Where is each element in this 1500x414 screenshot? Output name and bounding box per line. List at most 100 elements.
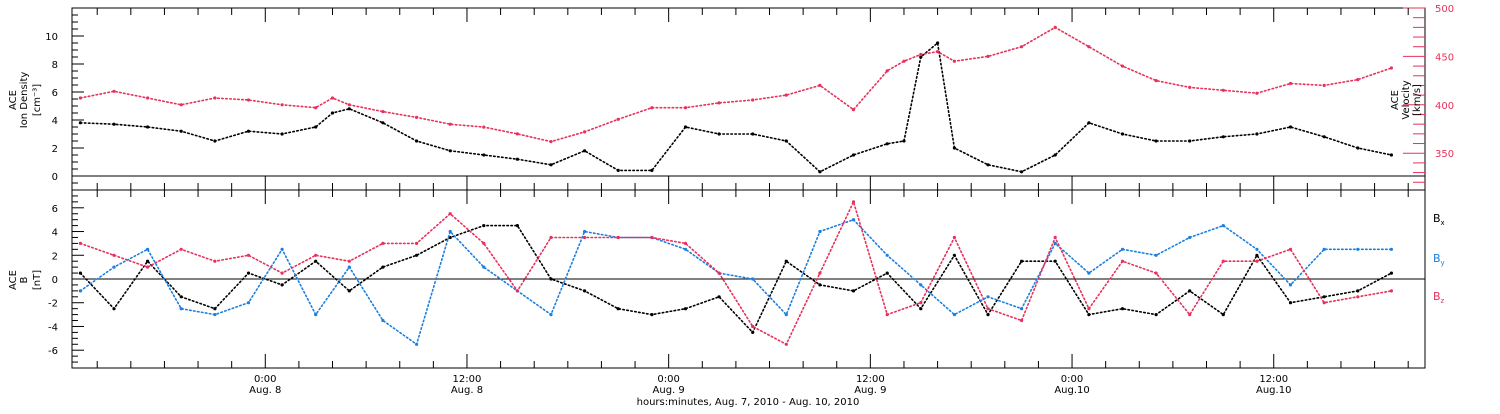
x-tick-label-date: Aug.10 xyxy=(1256,385,1291,396)
bx-point xyxy=(179,295,183,299)
bz-point xyxy=(314,253,318,257)
y-tick-label: 2 xyxy=(52,251,58,262)
density-point xyxy=(1356,146,1360,150)
bx-point xyxy=(146,259,150,263)
bottom-left-ylabel: ACE B [nT] xyxy=(8,270,43,290)
by-point xyxy=(482,265,486,269)
velocity-point xyxy=(1053,25,1057,29)
velocity-point xyxy=(78,96,82,100)
density-point xyxy=(1221,135,1225,139)
bx-point xyxy=(952,253,957,257)
density-point xyxy=(549,163,553,167)
y-tick-label: 4 xyxy=(52,228,58,239)
density-label-line1: ACE xyxy=(8,90,19,110)
bx-point xyxy=(818,283,822,287)
bz-point xyxy=(583,235,587,240)
density-point xyxy=(1087,121,1091,125)
bz-point xyxy=(78,241,82,245)
bz-point xyxy=(1120,259,1125,263)
by-point xyxy=(78,289,82,293)
density-point xyxy=(314,125,318,129)
top-left-ylabel: ACE Ion Density [cm⁻³] xyxy=(8,72,43,129)
velocity-point xyxy=(280,103,284,107)
velocity-point xyxy=(1120,64,1125,68)
density-label-line2: Ion Density xyxy=(19,72,30,129)
bx-point xyxy=(885,271,889,275)
by-line xyxy=(79,218,1393,346)
y-tick-label: 0 xyxy=(52,275,58,286)
velocity-point xyxy=(112,89,116,93)
y-tick-label: 6 xyxy=(52,88,58,99)
legend-bz-sub: z xyxy=(1441,297,1445,305)
bz-point xyxy=(280,271,284,275)
density-point xyxy=(784,139,788,143)
top-right-ylabel: ACE Velocity [km/s] xyxy=(1390,80,1423,119)
velocity-point xyxy=(650,106,654,110)
bz-point xyxy=(1221,259,1225,263)
x-tick-label-time: 12:00 xyxy=(1259,374,1288,385)
by-point xyxy=(146,247,150,251)
by-point xyxy=(1120,247,1125,251)
bz-point xyxy=(1255,259,1259,263)
density-point xyxy=(330,111,335,115)
bx-point xyxy=(347,289,351,293)
bz-point xyxy=(482,241,486,245)
y2-tick-label: 500 xyxy=(1435,4,1454,15)
velocity-point xyxy=(381,110,385,114)
bx-point xyxy=(1087,313,1091,317)
bx-point xyxy=(549,277,553,281)
x-tick-label-time: 12:00 xyxy=(453,374,482,385)
bx-point xyxy=(583,289,587,293)
bx-point xyxy=(1255,253,1259,257)
velocity-point xyxy=(902,59,906,63)
legend: Bx By Bz xyxy=(1433,212,1445,305)
bx-point xyxy=(1120,307,1125,311)
bx-point xyxy=(112,307,116,311)
density-point xyxy=(851,153,856,157)
density-point xyxy=(146,125,150,129)
density-series xyxy=(78,41,1393,174)
bx-point xyxy=(717,295,721,299)
velocity-point xyxy=(549,140,553,144)
by-point xyxy=(448,229,452,234)
by-point xyxy=(851,218,856,222)
by-point xyxy=(347,265,351,269)
bottom-left-axis: -6 -4 -2 0 2 4 6 xyxy=(48,195,84,363)
legend-bx-main: B xyxy=(1433,212,1441,225)
bz-point xyxy=(1288,247,1293,251)
bz-point xyxy=(146,265,150,269)
density-line xyxy=(79,41,1393,173)
bz-point xyxy=(919,301,923,305)
bz-point xyxy=(112,253,116,257)
by-point xyxy=(314,313,318,317)
by-point xyxy=(986,295,990,299)
series-layer xyxy=(78,25,1393,346)
top-right-axis: 350 400 450 500 xyxy=(1403,4,1454,183)
velocity-point xyxy=(717,101,721,105)
velocity-point xyxy=(1154,79,1158,83)
density-point xyxy=(482,153,486,157)
x-tick-label-date: Aug. 9 xyxy=(653,385,685,396)
bz-point xyxy=(1389,289,1393,293)
velocity-point xyxy=(751,98,755,102)
x-axis-title: hours:minutes, Aug. 7, 2010 - Aug. 10, 2… xyxy=(637,397,860,408)
density-point xyxy=(1120,132,1125,136)
x-tick-label-time: 0:00 xyxy=(657,374,679,385)
density-point xyxy=(885,142,889,146)
bz-point xyxy=(650,235,654,240)
velocity-point xyxy=(347,103,351,107)
by-point xyxy=(784,313,788,317)
by-point xyxy=(683,247,688,251)
x-tick-label-date: Aug.10 xyxy=(1054,385,1089,396)
legend-bz-main: B xyxy=(1433,290,1441,303)
x-tick-label-date: Aug. 8 xyxy=(451,385,483,396)
velocity-point xyxy=(919,52,923,57)
by-point xyxy=(1255,247,1259,251)
bx-point xyxy=(482,224,486,228)
velocity-point xyxy=(986,54,990,59)
density-point xyxy=(986,163,990,167)
bz-point xyxy=(246,253,251,257)
bz-point xyxy=(213,259,217,263)
bz-point xyxy=(1087,307,1091,311)
